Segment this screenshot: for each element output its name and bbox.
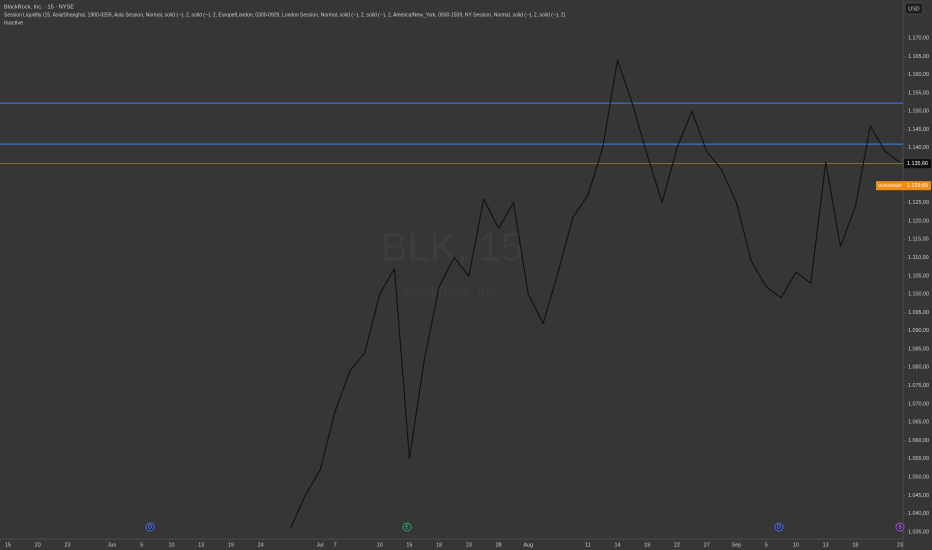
event-marker[interactable] — [145, 522, 155, 532]
y-tick-label: 1.165,00 — [908, 54, 929, 60]
y-tick-label: 1.115,00 — [908, 237, 929, 243]
price-line — [289, 59, 901, 529]
x-tick-label: Jul — [317, 542, 324, 548]
y-tick-label: 1.110,00 — [908, 255, 929, 261]
x-tick-label: 23 — [466, 542, 472, 548]
y-tick-label: 1.080,00 — [908, 365, 929, 371]
y-tick-label: 1.040,00 — [908, 511, 929, 517]
y-tick-label: 1.145,00 — [908, 127, 929, 133]
event-label: E — [405, 524, 409, 530]
x-tick-label: 28 — [496, 542, 502, 548]
indicator[interactable]: Session Liquidity (15, Asia/Shanghai, 19… — [4, 12, 566, 18]
symbol[interactable]: BlackRock, Inc. · 15 · NYSE — [4, 4, 74, 10]
y-tick-label: 1.100,00 — [908, 292, 929, 298]
x-tick-label: 13 — [823, 542, 829, 548]
watermark-name: BlackRock, Inc. — [404, 284, 500, 300]
event-label: D — [777, 524, 781, 530]
y-tick-label: 1.170,00 — [908, 35, 929, 41]
y-tick-label: 1.150,00 — [908, 109, 929, 115]
event-marker[interactable] — [895, 522, 905, 532]
x-tick-label: 7 — [334, 542, 337, 548]
x-tick-label: 27 — [704, 542, 710, 548]
x-tick-label: 23 — [897, 542, 903, 548]
event-marker[interactable] — [774, 522, 784, 532]
x-tick-label: 18 — [436, 542, 442, 548]
premarket-label: 1.129,65 — [907, 183, 928, 189]
x-tick-label: 19 — [228, 542, 234, 548]
y-tick-label: 1.085,00 — [908, 346, 929, 352]
x-tick-label: 11 — [585, 542, 591, 548]
x-tick-label: 24 — [258, 542, 264, 548]
y-tick-label: 1.065,00 — [908, 420, 929, 426]
y-tick-label: 1.090,00 — [908, 328, 929, 334]
y-tick-label: 1.050,00 — [908, 474, 929, 480]
x-tick-label: 10 — [793, 542, 799, 548]
x-tick-label: 10 — [377, 542, 383, 548]
y-tick-label: 1.055,00 — [908, 456, 929, 462]
currency-button[interactable] — [904, 2, 924, 15]
event-markers: D E D S — [145, 522, 905, 532]
x-tick-label: 5 — [765, 542, 768, 548]
x-tick-label: 15 — [406, 542, 412, 548]
y-tick-label: 1.070,00 — [908, 401, 929, 407]
y-tick-label: 1.035,00 — [908, 529, 929, 535]
x-tick-label: 19 — [644, 542, 650, 548]
event-marker[interactable] — [402, 522, 412, 532]
event-label: S — [898, 524, 902, 530]
y-tick-label: 1.160,00 — [908, 72, 929, 78]
y-tick-label: 1.075,00 — [908, 383, 929, 389]
y-tick-label: 1.125,00 — [908, 200, 929, 206]
currency[interactable]: USD — [908, 6, 919, 12]
x-tick-label: 15 — [5, 542, 11, 548]
last-price-label: 1.135,66 — [907, 161, 928, 167]
x-tick-label: Sep — [732, 542, 742, 548]
x-tick-label: Jun — [108, 542, 117, 548]
y-tick-label: 1.140,00 — [908, 145, 929, 151]
status: Inactive — [4, 20, 23, 26]
premarket-name: Vorbörslich — [878, 183, 902, 189]
x-tick-label: 20 — [35, 542, 41, 548]
x-tick-label: 23 — [64, 542, 70, 548]
event-label: D — [148, 524, 152, 530]
y-tick-label: 1.105,00 — [908, 273, 929, 279]
watermark-ticker: BLK, 15 — [381, 226, 523, 270]
y-tick-label: 1.155,00 — [908, 90, 929, 96]
x-tick-label: 10 — [169, 542, 175, 548]
y-tick-label: 1.120,00 — [908, 218, 929, 224]
y-tick-label: 1.060,00 — [908, 438, 929, 444]
x-tick-label: 14 — [615, 542, 621, 548]
premarket-badge — [876, 181, 931, 191]
x-tick-label: 5 — [140, 542, 143, 548]
x-tick-label: 22 — [674, 542, 680, 548]
y-tick-label: 1.095,00 — [908, 310, 929, 316]
x-tick-label: 13 — [198, 542, 204, 548]
y-tick-label: 1.045,00 — [908, 493, 929, 499]
x-tick-label: Aug — [524, 542, 534, 548]
last-price-badge — [904, 159, 931, 169]
x-tick-label: 18 — [852, 542, 858, 548]
